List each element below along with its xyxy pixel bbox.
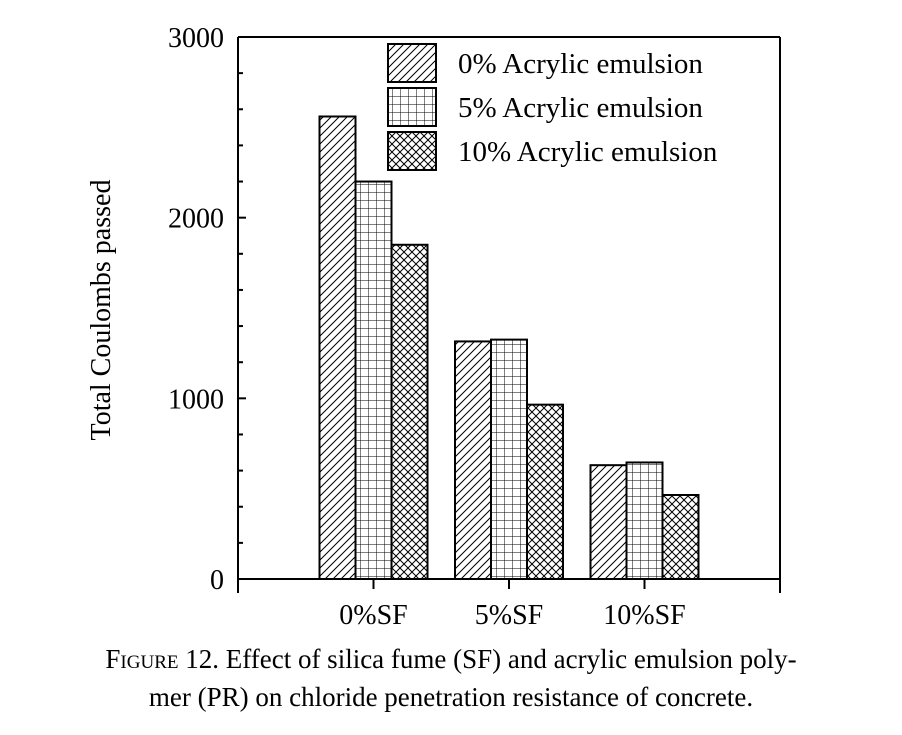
bar-0pctsf-5pct-acrylic-emulsion [354,180,393,581]
bar-5pctsf-0pct-acrylic-emulsion [454,340,492,580]
y-tick-label: 1000 [168,384,224,415]
legend-swatch-diagonal [387,43,437,83]
caption-line-2: mer (PR) on chloride penetration resista… [148,682,754,712]
bar-10pctsf-10pct-acrylic-emulsion [661,493,700,580]
tick-labels-group: 0 1000 2000 3000 0%SF 5%SF 10%SF [168,23,686,631]
legend-label-0pct-acrylic-emulsion: 0% Acrylic emulsion [458,48,703,80]
x-tick-label-5pctsf: 5%SF [475,600,543,631]
bar-5pctsf-10pct-acrylic-emulsion [526,403,564,581]
figure-label: Figure 12. [105,644,219,674]
bar-10pctsf-0pct-acrylic-emulsion [589,464,628,580]
bar-10pctsf-5pct-acrylic-emulsion [625,461,664,580]
bars-group [318,115,700,581]
bar-5pctsf-5pct-acrylic-emulsion [490,338,528,580]
figure-caption: Figure 12. Effect of silica fume (SF) an… [0,640,902,716]
x-tick-label-0pctsf: 0%SF [339,600,407,631]
legend-label-5pct-acrylic-emulsion: 5% Acrylic emulsion [458,92,703,124]
legend-swatch-crosshatch [387,131,437,171]
y-tick-label: 3000 [168,23,224,54]
y-tick-label: 0 [210,565,224,596]
bar-0pctsf-0pct-acrylic-emulsion [318,115,357,580]
x-tick-label-10pctsf: 10%SF [603,600,685,631]
axes-group [237,36,781,593]
bar-0pctsf-10pct-acrylic-emulsion [390,243,429,580]
caption-line-1: Effect of silica fume (SF) and acrylic e… [225,644,797,674]
y-axis-label: Total Coulombs passed [86,180,117,441]
legend-label-10pct-acrylic-emulsion: 10% Acrylic emulsion [458,136,718,168]
bar-chart: 0 1000 2000 3000 0%SF 5%SF 10%SF Total Coulomb… [86,23,781,631]
legend-swatch-grid [387,87,437,127]
y-tick-label: 2000 [168,204,224,235]
legend: 0% Acrylic emulsion 5% Acrylic emulsion 10… [387,43,718,171]
